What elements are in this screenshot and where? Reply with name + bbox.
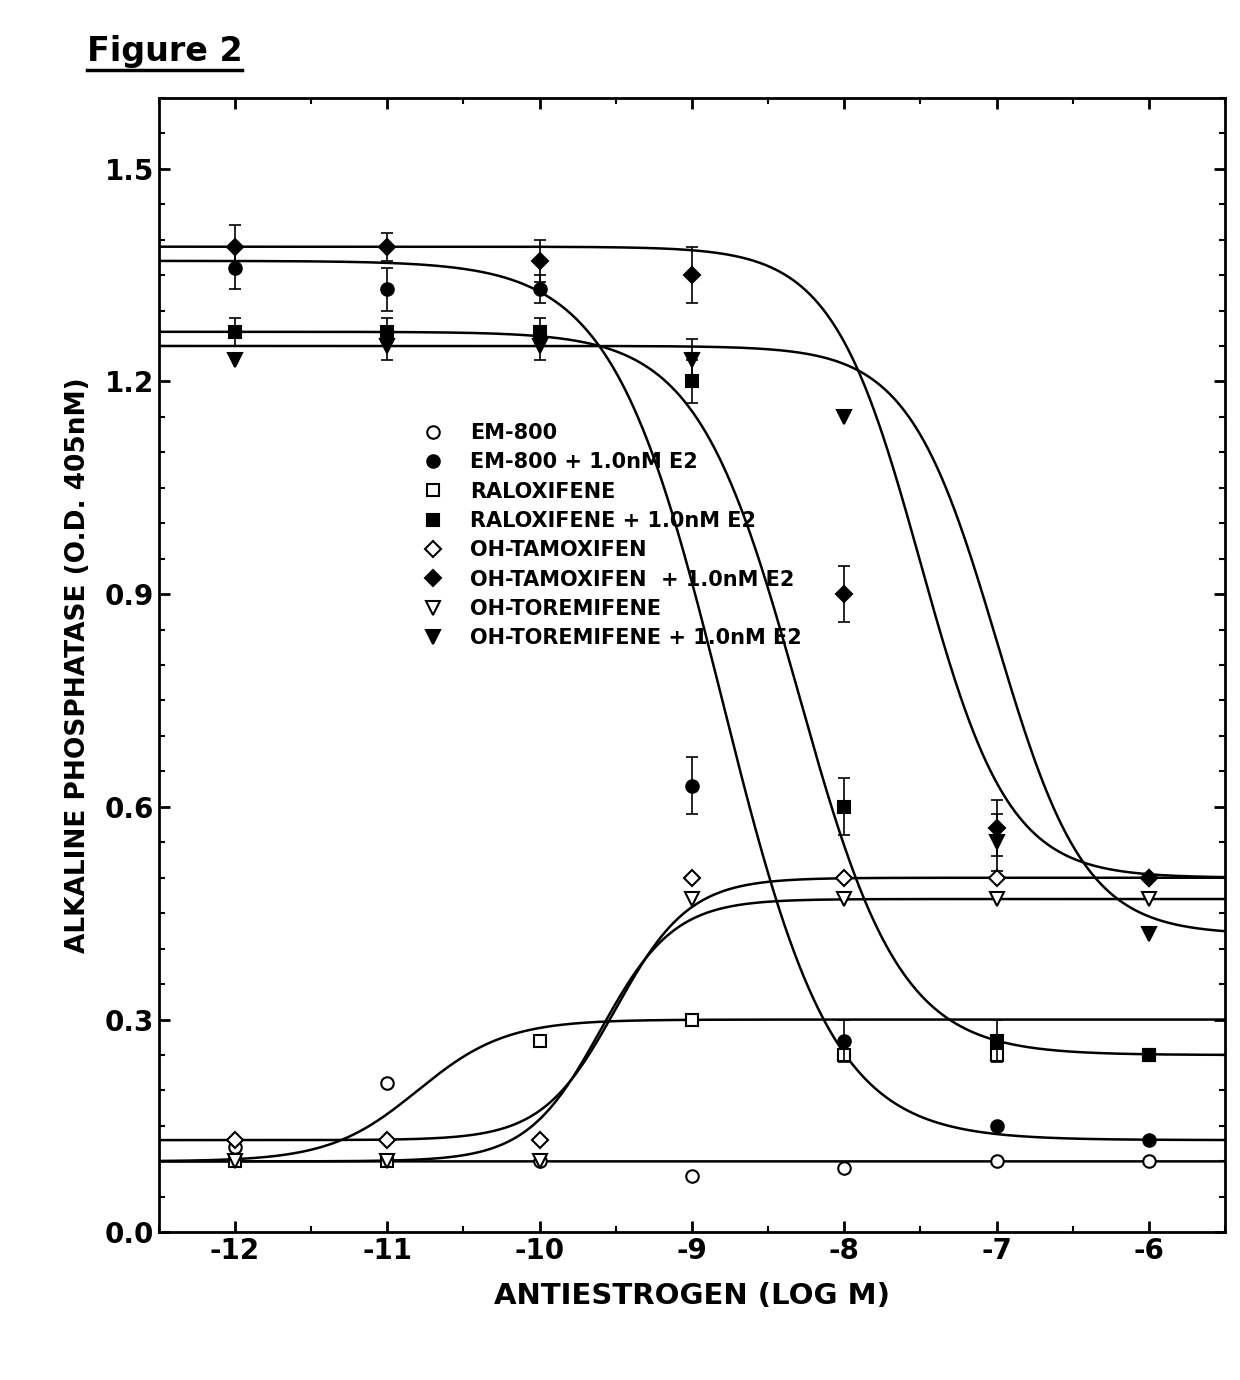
Y-axis label: ALKALINE PHOSPHATASE (O.D. 405nM): ALKALINE PHOSPHATASE (O.D. 405nM) <box>64 377 91 952</box>
Legend: EM-800, EM-800 + 1.0nM E2, RALOXIFENE, RALOXIFENE + 1.0nM E2, OH-TAMOXIFEN, OH-T: EM-800, EM-800 + 1.0nM E2, RALOXIFENE, R… <box>404 414 811 657</box>
Text: Figure 2: Figure 2 <box>87 34 243 68</box>
X-axis label: ANTIESTROGEN (LOG M): ANTIESTROGEN (LOG M) <box>494 1282 890 1310</box>
